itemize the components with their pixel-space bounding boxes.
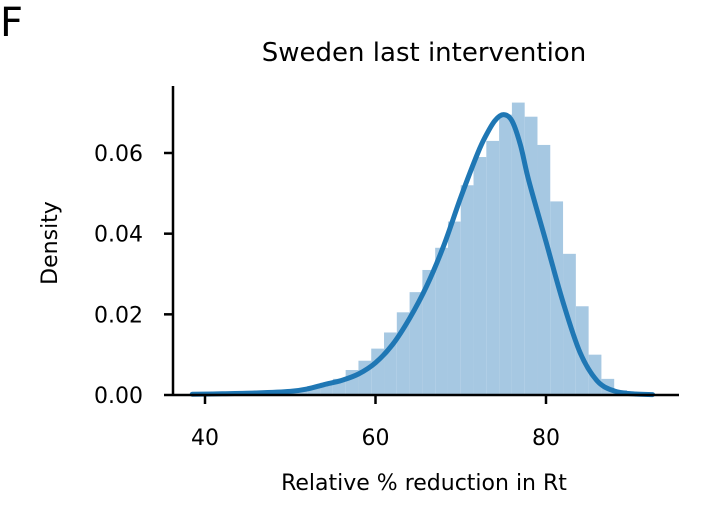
histogram-bar bbox=[537, 144, 551, 395]
x-tick-label: 40 bbox=[191, 426, 219, 451]
histogram-bar bbox=[307, 386, 321, 395]
chart-title: Sweden last intervention bbox=[262, 38, 586, 68]
y-tick-label: 0.02 bbox=[94, 303, 143, 328]
x-axis-label: Relative % reduction in Rt bbox=[281, 471, 567, 496]
y-tick-label: 0.04 bbox=[94, 223, 143, 248]
x-tick-label: 80 bbox=[532, 426, 560, 451]
y-tick-label: 0.00 bbox=[94, 384, 143, 409]
histogram-bar bbox=[499, 114, 512, 395]
histogram-bars bbox=[192, 102, 653, 395]
histogram-bar bbox=[486, 140, 500, 395]
x-ticks: 40 60 80 bbox=[191, 395, 560, 451]
histogram-bar bbox=[575, 306, 589, 395]
histogram-bar bbox=[550, 201, 564, 395]
histogram-bar bbox=[524, 116, 538, 395]
y-tick-label: 0.06 bbox=[94, 142, 143, 167]
y-ticks: 0.00 0.02 0.04 0.06 bbox=[94, 142, 173, 409]
histogram-bar bbox=[473, 157, 487, 395]
histogram-bar bbox=[435, 247, 448, 395]
histogram-bar bbox=[422, 269, 436, 395]
kde-line bbox=[189, 112, 656, 398]
histogram-bar bbox=[447, 221, 461, 395]
panel-label: F bbox=[0, 0, 23, 46]
histogram-bar bbox=[511, 102, 525, 395]
histogram-bar bbox=[460, 185, 474, 395]
histogram-bar bbox=[409, 292, 423, 395]
x-tick-label: 60 bbox=[362, 426, 390, 451]
y-axis-label: Density bbox=[38, 201, 63, 285]
